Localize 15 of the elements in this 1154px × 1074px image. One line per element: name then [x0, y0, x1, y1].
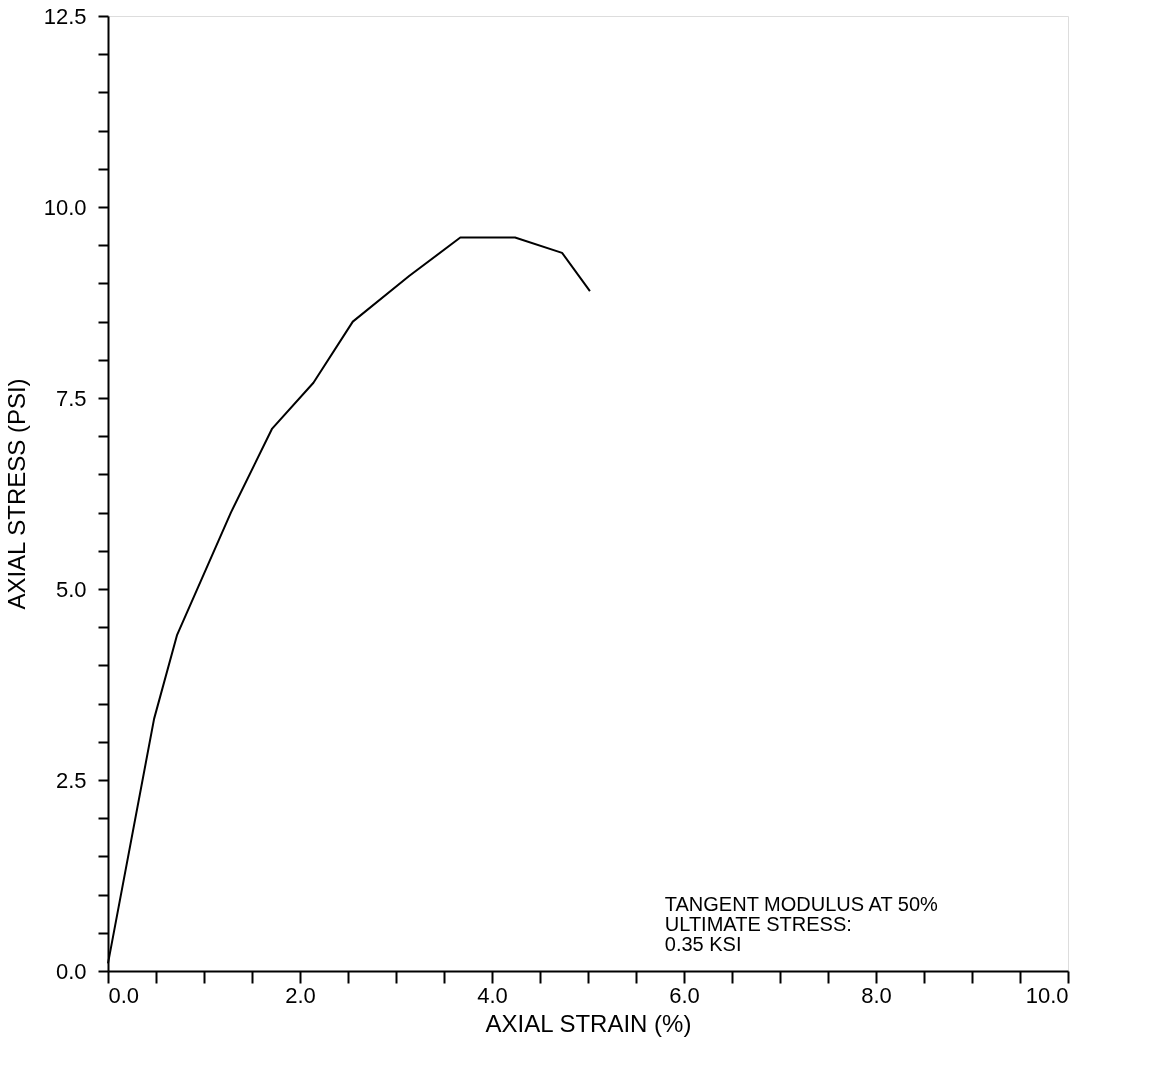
x-tick-label: 8.0	[861, 982, 892, 1008]
y-axis-title: AXIAL STRESS (PSI)	[2, 378, 30, 610]
x-axis-title: AXIAL STRAIN (%)	[485, 1009, 692, 1037]
y-tick-label: 5.0	[55, 576, 87, 602]
y-tick-label: 2.5	[55, 767, 87, 793]
y-tick-label: 12.5	[43, 3, 87, 29]
y-tick-label: 0.0	[55, 958, 87, 984]
x-tick-label: 10.0	[1025, 982, 1069, 1008]
x-tick-label: 4.0	[477, 982, 508, 1008]
y-tick-label: 10.0	[43, 194, 87, 220]
annotation: TANGENT MODULUS AT 50% ULTIMATE STRESS: 0.35 KSI	[664, 892, 939, 955]
x-tick-label: 0.0	[108, 982, 140, 1008]
x-tick-label: 2.0	[285, 982, 316, 1008]
y-tick-label: 7.5	[55, 385, 87, 411]
x-tick-label: 6.0	[669, 982, 700, 1008]
